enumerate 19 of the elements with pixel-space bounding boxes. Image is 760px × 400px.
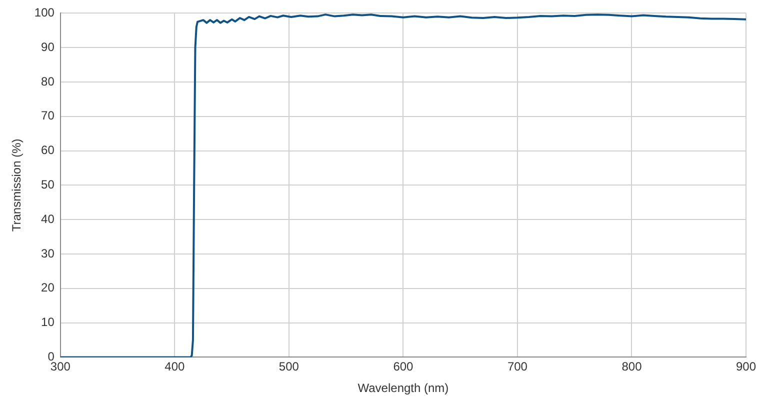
y-tick-label: 20 (41, 280, 55, 295)
y-tick-label: 30 (41, 246, 55, 260)
x-tick-label: 600 (393, 360, 414, 374)
x-axis-title: Wavelength (nm) (358, 381, 449, 396)
y-axis-title: Transmission (%) (10, 138, 24, 232)
x-tick-label: 500 (278, 360, 300, 374)
y-tick-label: 100 (34, 6, 55, 20)
y-tick-label: 80 (41, 74, 55, 88)
x-tick-label: 900 (736, 360, 756, 374)
x-tick-label: 300 (50, 360, 71, 374)
y-tick-label: 10 (41, 315, 55, 330)
y-tick-label: 70 (41, 108, 55, 123)
y-tick-label: 60 (41, 143, 55, 158)
x-tick-label: 700 (507, 360, 528, 374)
x-tick-label: 800 (622, 360, 642, 374)
y-tick-label: 50 (41, 178, 55, 192)
x-tick-label: 400 (164, 360, 186, 374)
y-tick-label: 90 (41, 40, 55, 54)
y-tick-label: 40 (41, 212, 55, 226)
